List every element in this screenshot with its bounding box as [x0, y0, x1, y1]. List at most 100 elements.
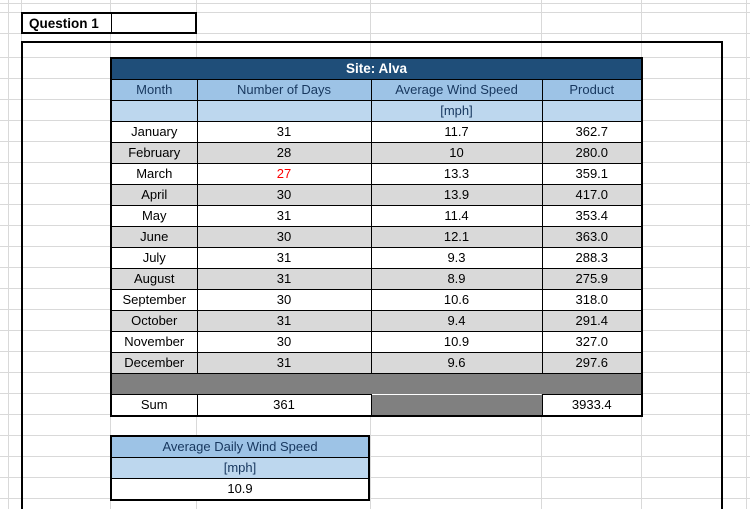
month-cell[interactable]: June — [110, 226, 198, 248]
summary-units-row: [mph] — [110, 457, 370, 479]
table-row: October 31 9.4 291.4 — [110, 310, 643, 332]
month-cell[interactable]: December — [110, 352, 198, 374]
wind-cell[interactable]: 10.9 — [370, 331, 543, 353]
gridline — [0, 12, 750, 13]
month-cell[interactable]: September — [110, 289, 198, 311]
header-wind-cell[interactable]: Average Wind Speed — [370, 79, 543, 101]
wind-data-table: Site: Alva Month Number of Days Average … — [110, 57, 644, 417]
sum-blank-gray-cell — [370, 394, 543, 417]
days-cell[interactable]: 28 — [196, 142, 372, 164]
question-empty-cell[interactable] — [112, 14, 195, 32]
days-cell[interactable]: 30 — [196, 226, 372, 248]
sum-row: Sum 361 3933.4 — [110, 394, 643, 417]
table-row: June 30 12.1 363.0 — [110, 226, 643, 248]
table-row: May 31 11.4 353.4 — [110, 205, 643, 227]
month-cell[interactable]: July — [110, 247, 198, 269]
product-cell[interactable]: 288.3 — [541, 247, 643, 269]
wind-cell[interactable]: 9.6 — [370, 352, 543, 374]
month-cell[interactable]: August — [110, 268, 198, 290]
month-cell[interactable]: March — [110, 163, 198, 185]
month-cell[interactable]: February — [110, 142, 198, 164]
question-label-cell[interactable]: Question 1 — [23, 14, 112, 32]
product-cell[interactable]: 327.0 — [541, 331, 643, 353]
product-cell[interactable]: 353.4 — [541, 205, 643, 227]
gridline — [0, 498, 750, 499]
sum-label-cell[interactable]: Sum — [110, 394, 198, 417]
gridline — [0, 456, 750, 457]
gridline — [0, 33, 750, 34]
days-cell[interactable]: 31 — [196, 205, 372, 227]
wind-cell[interactable]: 8.9 — [370, 268, 543, 290]
month-cell[interactable]: January — [110, 121, 198, 143]
product-cell[interactable]: 297.6 — [541, 352, 643, 374]
days-cell[interactable]: 30 — [196, 184, 372, 206]
product-cell[interactable]: 280.0 — [541, 142, 643, 164]
days-cell[interactable]: 31 — [196, 352, 372, 374]
summary-title-cell[interactable]: Average Daily Wind Speed — [110, 435, 370, 458]
wind-cell[interactable]: 11.4 — [370, 205, 543, 227]
gridline — [0, 3, 750, 4]
units-empty-cell[interactable] — [541, 100, 643, 122]
summary-value-cell[interactable]: 10.9 — [110, 478, 370, 501]
table-row: July 31 9.3 288.3 — [110, 247, 643, 269]
table-units-row: [mph] — [110, 100, 643, 122]
wind-cell[interactable]: 10.6 — [370, 289, 543, 311]
product-cell[interactable]: 363.0 — [541, 226, 643, 248]
days-cell[interactable]: 30 — [196, 331, 372, 353]
days-cell[interactable]: 30 — [196, 289, 372, 311]
product-cell[interactable]: 359.1 — [541, 163, 643, 185]
header-month-cell[interactable]: Month — [110, 79, 198, 101]
wind-cell[interactable]: 9.3 — [370, 247, 543, 269]
table-row: November 30 10.9 327.0 — [110, 331, 643, 353]
product-cell[interactable]: 362.7 — [541, 121, 643, 143]
sum-days-cell[interactable]: 361 — [196, 394, 372, 417]
product-cell[interactable]: 417.0 — [541, 184, 643, 206]
month-cell[interactable]: November — [110, 331, 198, 353]
table-header-row: Month Number of Days Average Wind Speed … — [110, 79, 643, 101]
separator-cell — [111, 373, 643, 395]
table-row: February 28 10 280.0 — [110, 142, 643, 164]
summary-value-row: 10.9 — [110, 478, 370, 501]
days-cell[interactable]: 31 — [196, 268, 372, 290]
product-cell[interactable]: 275.9 — [541, 268, 643, 290]
question-label: Question 1 — [29, 15, 99, 31]
gridline — [8, 0, 9, 509]
month-cell[interactable]: May — [110, 205, 198, 227]
gridline — [21, 0, 22, 509]
question-label-box: Question 1 — [21, 12, 197, 34]
units-mph-cell[interactable]: [mph] — [370, 100, 543, 122]
wind-cell[interactable]: 11.7 — [370, 121, 543, 143]
days-cell[interactable]: 27 — [196, 163, 372, 185]
month-cell[interactable]: April — [110, 184, 198, 206]
header-product-cell[interactable]: Product — [541, 79, 643, 101]
summary-title-row: Average Daily Wind Speed — [110, 435, 370, 458]
average-wind-speed-table: Average Daily Wind Speed [mph] 10.9 — [110, 435, 370, 501]
gridline — [0, 477, 750, 478]
product-cell[interactable]: 291.4 — [541, 310, 643, 332]
gridline — [0, 435, 750, 436]
units-empty-cell[interactable] — [196, 100, 372, 122]
table-row: December 31 9.6 297.6 — [110, 352, 643, 374]
units-empty-cell[interactable] — [110, 100, 198, 122]
product-cell[interactable]: 318.0 — [541, 289, 643, 311]
days-cell[interactable]: 31 — [196, 121, 372, 143]
wind-cell[interactable]: 10 — [370, 142, 543, 164]
site-title-cell[interactable]: Site: Alva — [110, 57, 643, 80]
summary-units-cell[interactable]: [mph] — [110, 457, 370, 479]
days-cell[interactable]: 31 — [196, 310, 372, 332]
sum-product-cell[interactable]: 3933.4 — [541, 394, 643, 417]
table-row: March 27 13.3 359.1 — [110, 163, 643, 185]
table-row: September 30 10.6 318.0 — [110, 289, 643, 311]
month-cell[interactable]: October — [110, 310, 198, 332]
wind-cell[interactable]: 12.1 — [370, 226, 543, 248]
wind-cell[interactable]: 13.9 — [370, 184, 543, 206]
table-title-row: Site: Alva — [110, 57, 643, 80]
wind-cell[interactable]: 13.3 — [370, 163, 543, 185]
days-cell[interactable]: 31 — [196, 247, 372, 269]
separator-row — [111, 373, 643, 395]
wind-cell[interactable]: 9.4 — [370, 310, 543, 332]
table-row: August 31 8.9 275.9 — [110, 268, 643, 290]
table-row: January 31 11.7 362.7 — [110, 121, 643, 143]
header-days-cell[interactable]: Number of Days — [196, 79, 372, 101]
